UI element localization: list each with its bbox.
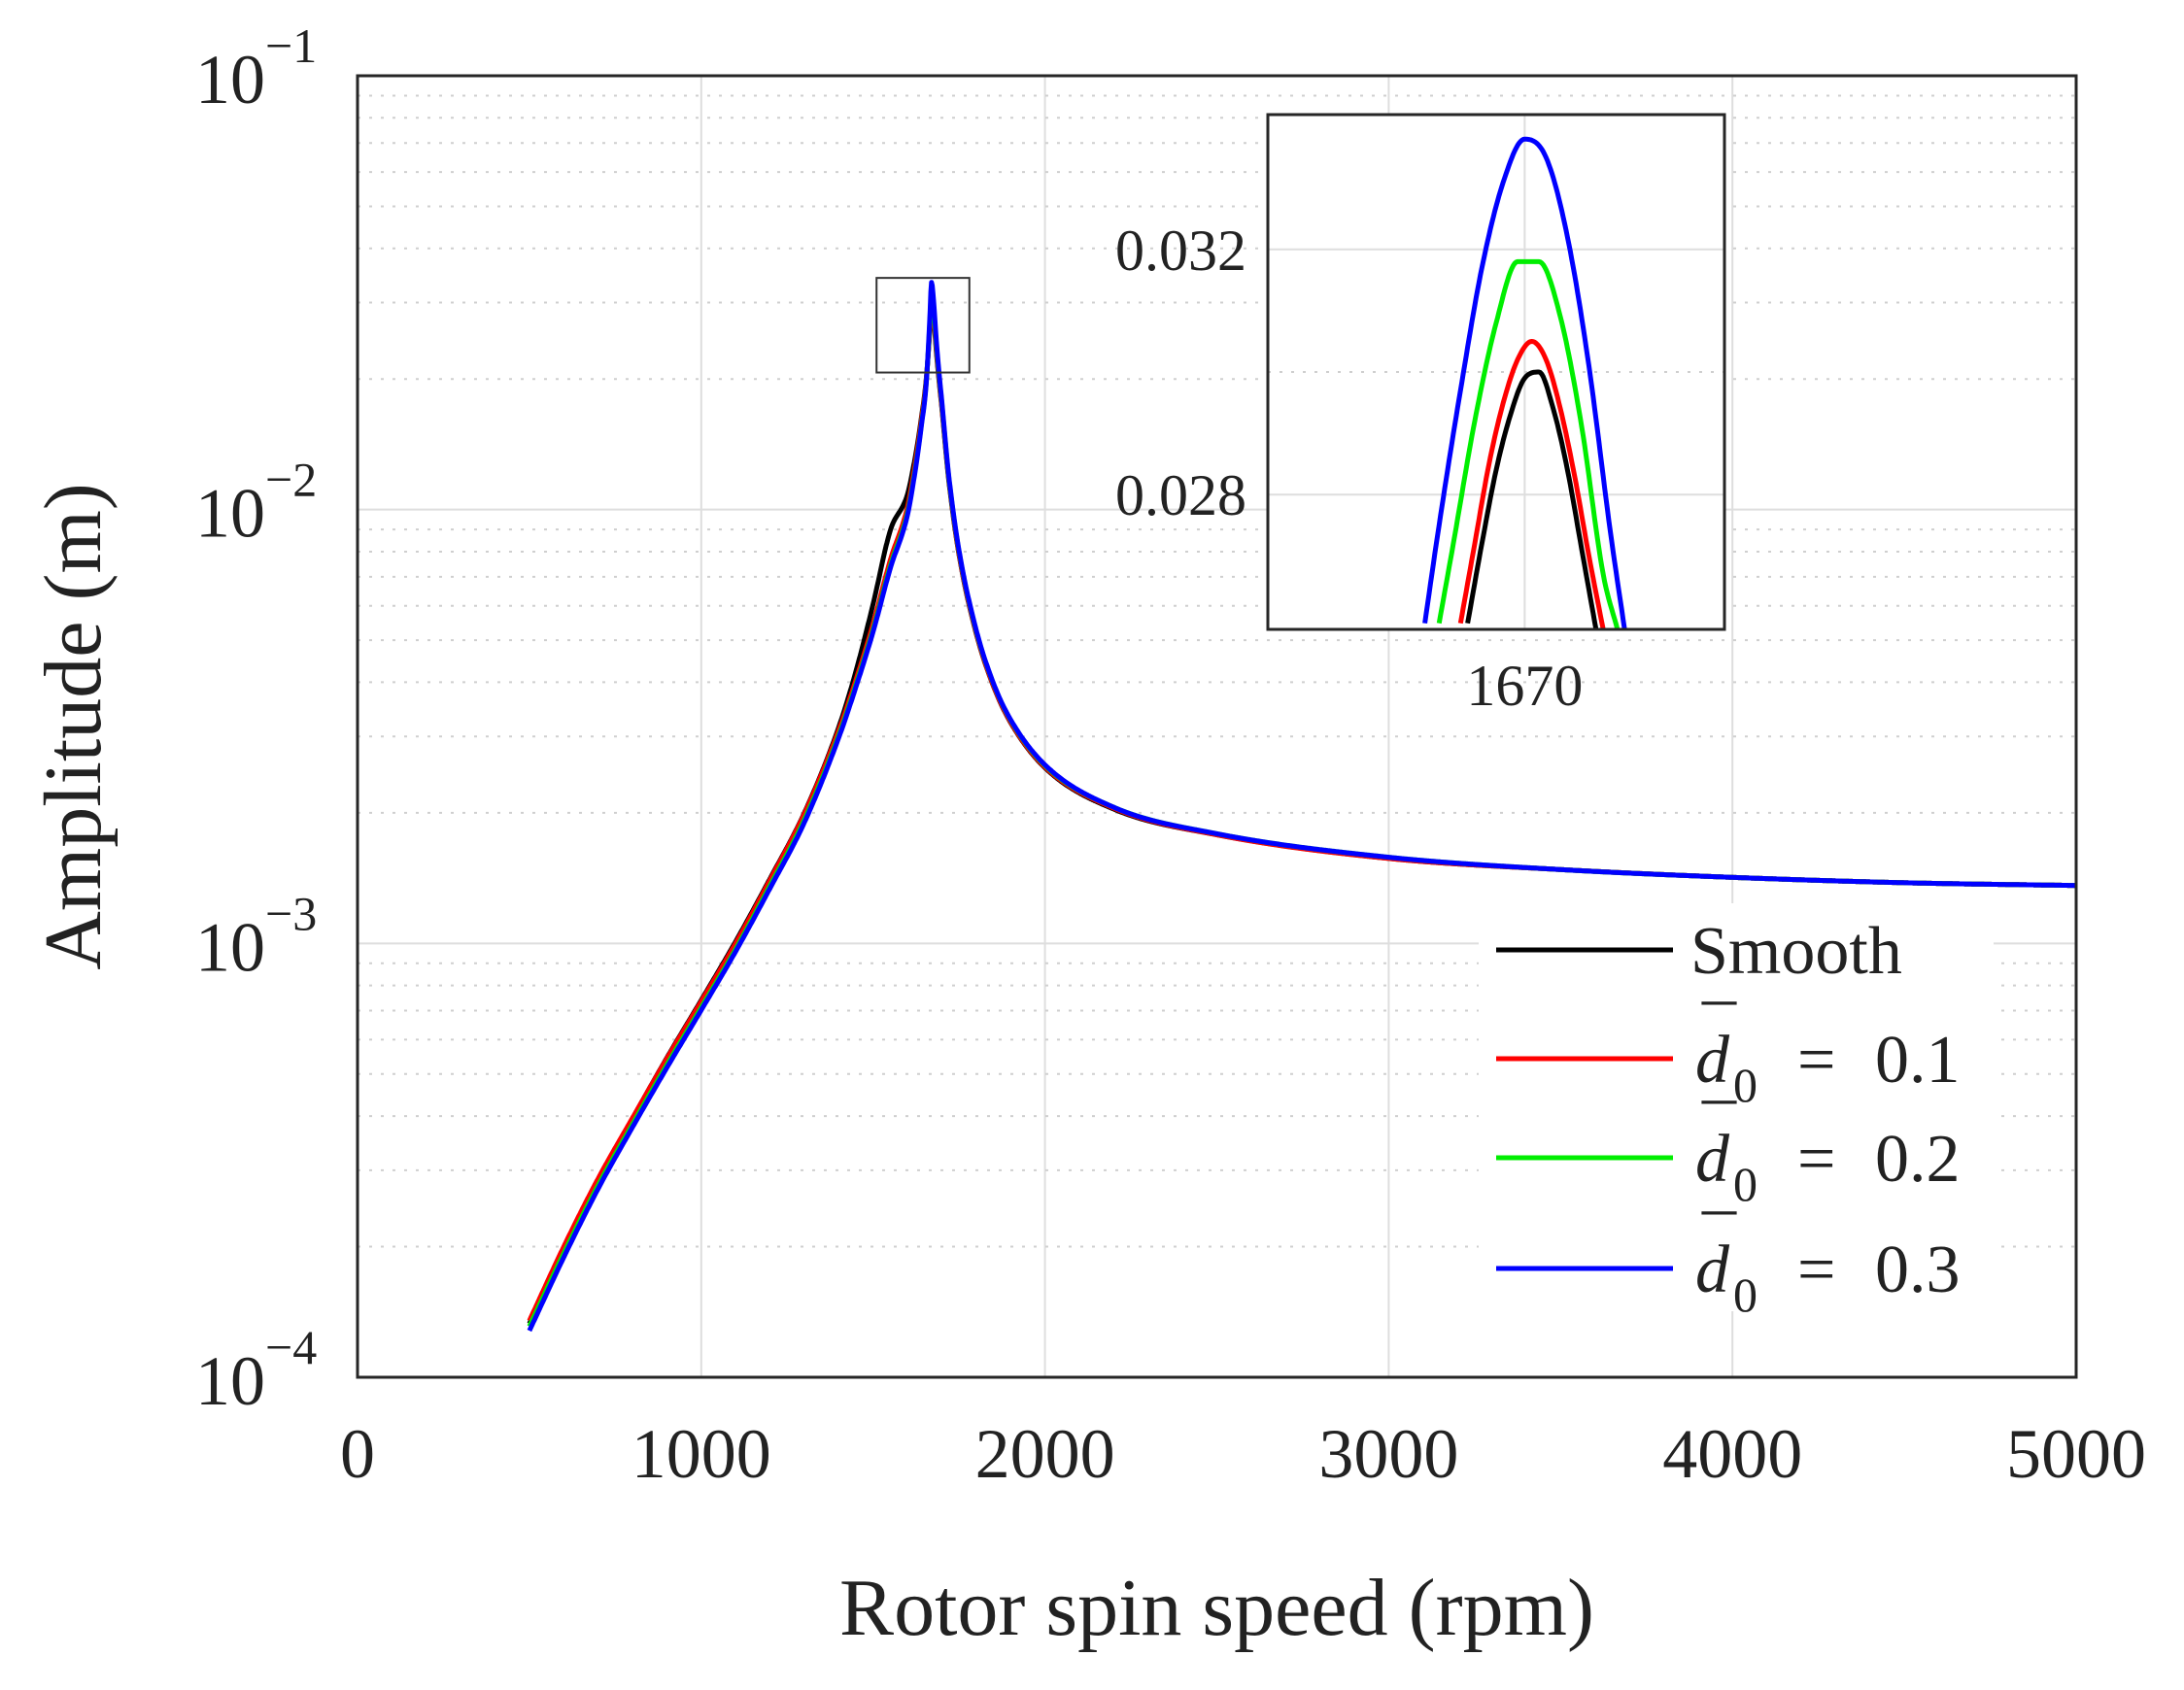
x-axis-label: Rotor spin speed (rpm) — [839, 1563, 1594, 1653]
inset-series-line-smooth — [1465, 369, 1599, 629]
legend-equals: = — [1797, 1122, 1835, 1197]
inset-x-tick-label: 1670 — [1466, 654, 1583, 718]
inset-series-line-d0-0-1 — [1457, 339, 1606, 629]
inset-background — [1268, 115, 1724, 629]
y-tick-exponent: −2 — [265, 453, 317, 507]
inset-y-tick-labels: 0.028 0.032 — [1115, 219, 1246, 527]
legend-item-1: d¯0 = 0.1 — [1496, 994, 1961, 1112]
inset-y-tick-label: 0.032 — [1115, 219, 1246, 283]
y-tick-exponent: −1 — [265, 18, 317, 73]
legend-value: 0.2 — [1875, 1122, 1961, 1197]
x-tick-label: 1000 — [631, 1415, 771, 1493]
legend-label: Smooth — [1690, 914, 1902, 989]
inset-series-line-d0-0-3 — [1422, 136, 1627, 629]
inset-x-tick-labels: 1670 — [1466, 654, 1583, 718]
x-tick-label: 5000 — [2006, 1415, 2146, 1493]
y-axis-label: Amplitude (m) — [28, 483, 119, 970]
inset-series-group — [1422, 136, 1627, 629]
y-tick-label: 10 — [195, 475, 265, 553]
inset-plot-frame — [1266, 113, 1726, 631]
inset-y-tick-label: 0.028 — [1115, 463, 1246, 527]
legend-symbol: d — [1695, 1023, 1730, 1098]
legend-equals: = — [1797, 1233, 1835, 1307]
legend-symbol: d — [1695, 1122, 1730, 1197]
legend-item-2: d¯0 = 0.2 — [1496, 1093, 1961, 1211]
x-tick-label: 4000 — [1662, 1415, 1802, 1493]
legend-symbol: d — [1695, 1233, 1730, 1307]
legend-equals: = — [1797, 1023, 1835, 1098]
legend-subscript: 0 — [1733, 1058, 1757, 1112]
legend-background — [1479, 903, 1994, 1311]
zoom-region-box — [875, 277, 971, 374]
inset-series-line-d0-0-2 — [1436, 258, 1621, 629]
y-tick-label: 10 — [195, 908, 265, 986]
main-series-group — [527, 280, 2078, 1333]
legend-symbol-bar: ¯ — [1701, 1093, 1737, 1167]
main-y-tick-labels: 10−410−310−210−1 — [195, 18, 317, 1420]
legend-subscript: 0 — [1733, 1157, 1757, 1211]
x-tick-label: 0 — [340, 1415, 375, 1493]
legend-symbol-bar: ¯ — [1701, 994, 1737, 1068]
legend-value: 0.3 — [1875, 1233, 1961, 1307]
main-x-tick-labels: 0 1000 2000 3000 4000 5000 — [340, 1415, 2146, 1493]
y-tick-label: 10 — [195, 1342, 265, 1420]
y-tick-exponent: −3 — [265, 886, 317, 940]
main-plot-frame — [356, 74, 2078, 1379]
inset-grid — [1268, 115, 1724, 629]
x-tick-label: 2000 — [975, 1415, 1115, 1493]
series-line-d0-0-3 — [527, 280, 2078, 1333]
legend-symbol-bar: ¯ — [1701, 1203, 1737, 1278]
legend-item-3: d¯0 = 0.3 — [1496, 1203, 1961, 1322]
y-tick-label: 10 — [195, 41, 265, 118]
legend-subscript: 0 — [1733, 1268, 1757, 1322]
legend-value: 0.1 — [1875, 1023, 1961, 1098]
y-tick-exponent: −4 — [265, 1320, 317, 1374]
legend-item-0: Smooth — [1496, 914, 1902, 989]
x-tick-label: 3000 — [1318, 1415, 1458, 1493]
